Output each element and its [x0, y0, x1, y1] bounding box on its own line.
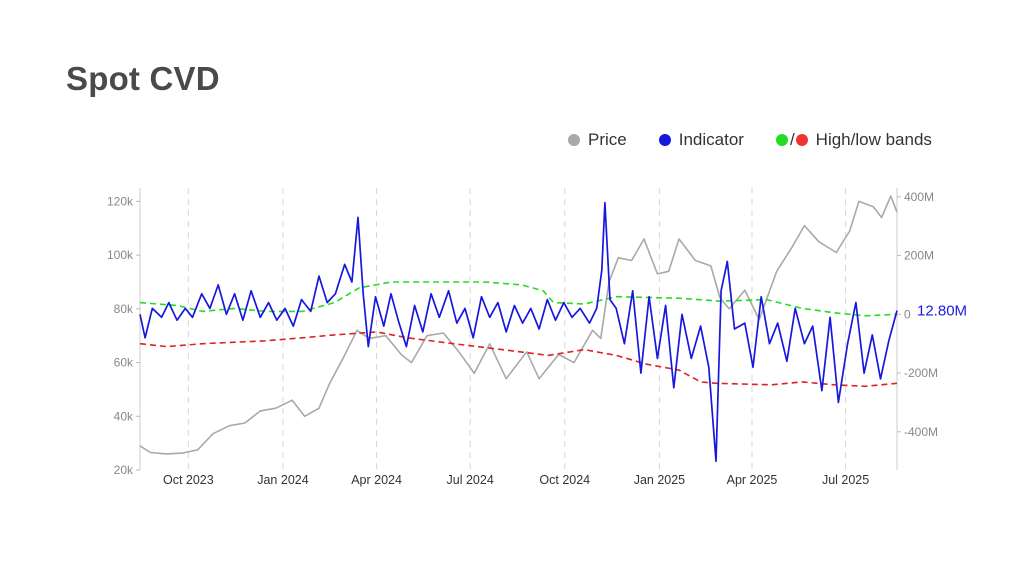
legend-label-indicator: Indicator	[678, 130, 744, 149]
left-tick-label: 60k	[114, 356, 134, 370]
chart-legend: Price Indicator / High/low bands	[568, 130, 932, 150]
bands-slash: /	[789, 130, 795, 149]
high-band-line	[139, 281, 898, 317]
left-tick-label: 80k	[114, 302, 134, 316]
right-tick-label: 400M	[904, 190, 934, 204]
left-tick-label: 20k	[114, 463, 134, 477]
legend-item-price[interactable]: Price	[568, 130, 627, 150]
left-tick-label: 120k	[107, 194, 134, 208]
legend-label-price: Price	[588, 130, 627, 149]
x-tick-label: Oct 2023	[163, 473, 214, 487]
indicator-last-value-label: 12.80M	[917, 303, 967, 320]
x-tick-label: Jul 2025	[822, 473, 869, 487]
price-legend-dot-icon	[568, 134, 580, 146]
left-tick-label: 40k	[114, 409, 134, 423]
right-tick-label: -400M	[904, 425, 938, 439]
x-tick-label: Jan 2024	[257, 473, 308, 487]
x-tick-label: Jul 2024	[447, 473, 494, 487]
right-tick-label: -200M	[904, 366, 938, 380]
indicator-series-line	[139, 201, 898, 463]
x-tick-label: Apr 2024	[351, 473, 402, 487]
legend-label-bands: High/low bands	[815, 130, 932, 149]
price-series-line	[139, 195, 898, 455]
x-tick-label: Jan 2025	[634, 473, 685, 487]
x-tick-label: Oct 2024	[539, 473, 590, 487]
left-tick-label: 100k	[107, 248, 134, 262]
right-tick-label: 0	[904, 307, 911, 321]
plot-area	[140, 188, 897, 470]
chart-title: Spot CVD	[66, 60, 220, 97]
right-tick-label: 200M	[904, 249, 934, 263]
low-band-line	[139, 331, 898, 388]
indicator-legend-dot-icon	[658, 134, 671, 146]
legend-item-indicator[interactable]: Indicator	[658, 130, 744, 150]
low-band-legend-dot-icon	[795, 134, 808, 146]
x-tick-label: Apr 2025	[727, 473, 778, 487]
legend-item-bands[interactable]: / High/low bands	[775, 130, 932, 150]
high-band-legend-dot-icon	[775, 134, 788, 146]
